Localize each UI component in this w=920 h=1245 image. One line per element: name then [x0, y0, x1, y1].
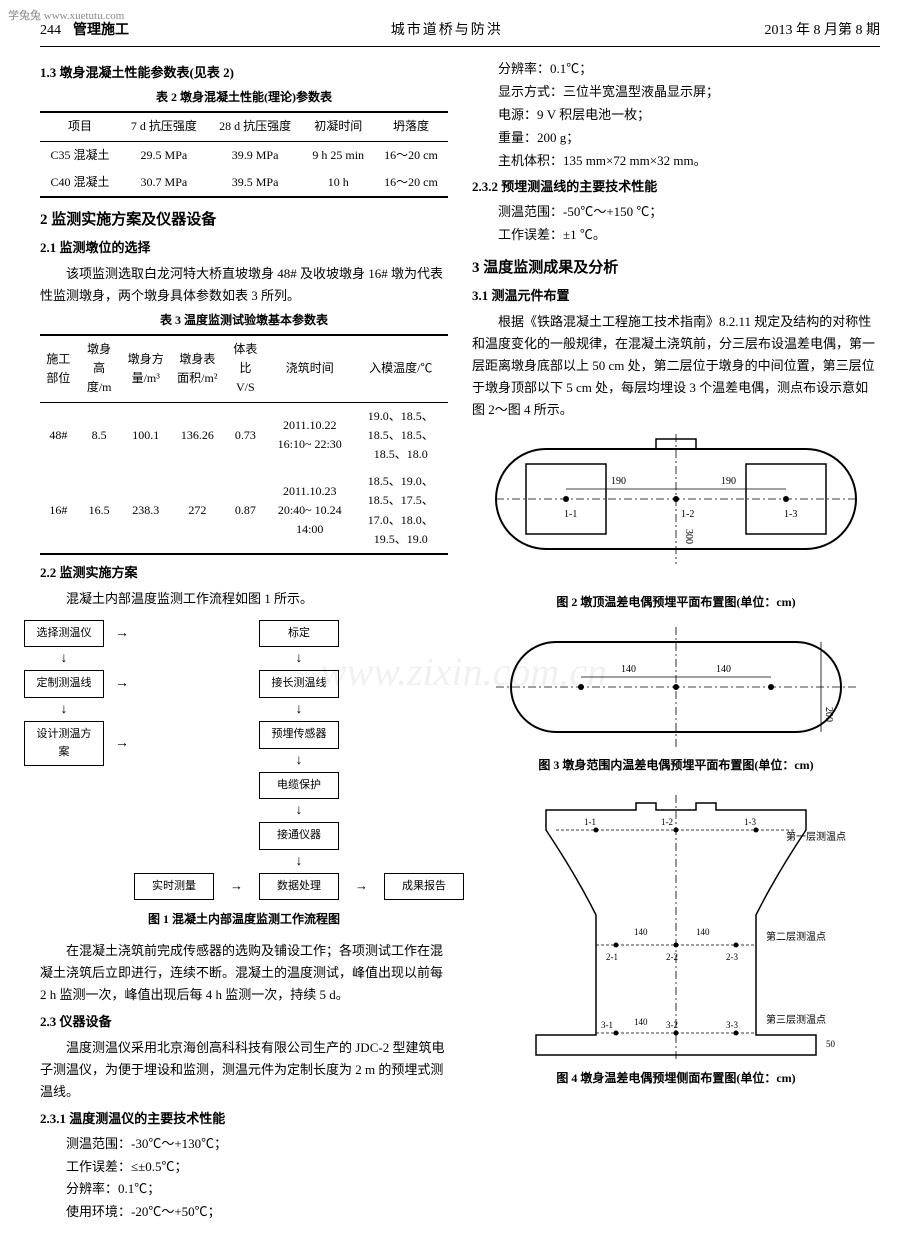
table2-h4: 坍落度: [374, 112, 448, 141]
flow-node: 电缆保护: [259, 772, 339, 800]
flow-node: 成果报告: [384, 873, 464, 901]
table3: 施工部位 墩身高度/m 墩身方量/m³ 墩身表面积/m² 体表比 V/S 浇筑时…: [40, 334, 448, 555]
journal-title: 城市道桥与防洪: [391, 20, 503, 42]
section-1-3-title: 1.3 墩身混凝土性能参数表(见表 2): [40, 63, 448, 84]
table-row: C35 混凝土 29.5 MPa 39.9 MPa 9 h 25 min 16～…: [40, 141, 448, 169]
spec-line: 显示方式：三位半宽温型液晶显示屏；: [472, 82, 880, 103]
figure-3-diagram: 140 140 200: [486, 622, 866, 752]
section-2-3-title: 2.3 仪器设备: [40, 1012, 448, 1033]
svg-text:3-2: 3-2: [666, 1020, 678, 1030]
section-2-title: 2 监测实施方案及仪器设备: [40, 208, 448, 232]
svg-text:140: 140: [634, 927, 648, 937]
flow-node: 接通仪器: [259, 822, 339, 850]
left-column: 1.3 墩身混凝土性能参数表(见表 2) 表 2 墩身混凝土性能(理论)参数表 …: [40, 57, 448, 1225]
table-row: C40 混凝土 30.7 MPa 39.5 MPa 10 h 16～20 cm: [40, 169, 448, 197]
paragraph: 混凝土内部温度监测工作流程如图 1 所示。: [40, 588, 448, 610]
table2-h2: 28 d 抗压强度: [208, 112, 303, 141]
svg-text:1-2: 1-2: [661, 817, 673, 827]
svg-text:1-2: 1-2: [681, 509, 694, 520]
table2-caption: 表 2 墩身混凝土性能(理论)参数表: [40, 88, 448, 107]
svg-text:190: 190: [721, 476, 736, 487]
spec-line: 主机体积：135 mm×72 mm×32 mm。: [472, 151, 880, 172]
top-watermark: 学兔兔 www.xuetutu.com: [8, 8, 124, 26]
svg-text:1-3: 1-3: [744, 817, 756, 827]
svg-text:190: 190: [611, 476, 626, 487]
svg-text:140: 140: [621, 664, 636, 675]
spec-line: 测温范围：-30℃～+130℃；: [40, 1134, 448, 1155]
fig3-caption: 图 3 墩身范围内温差电偶预埋平面布置图(单位：cm): [472, 756, 880, 775]
svg-text:200: 200: [823, 707, 834, 722]
section-2-2-title: 2.2 监测实施方案: [40, 563, 448, 584]
svg-text:300: 300: [683, 529, 694, 544]
right-column: 分辨率：0.1℃； 显示方式：三位半宽温型液晶显示屏； 电源：9 V 积层电池一…: [472, 57, 880, 1225]
flow-node: 定制测温线→: [24, 670, 104, 698]
table2-h3: 初凝时间: [302, 112, 374, 141]
svg-text:140: 140: [696, 927, 710, 937]
table2-h1: 7 d 抗压强度: [120, 112, 208, 141]
table-row: 48# 8.5 100.1 136.26 0.73 2011.10.22 16:…: [40, 402, 448, 468]
svg-text:2-3: 2-3: [726, 952, 738, 962]
svg-text:140: 140: [634, 1017, 648, 1027]
spec-line: 测温范围：-50℃～+150 ℃；: [472, 202, 880, 223]
paragraph: 在混凝土浇筑前完成传感器的选购及铺设工作；各项测试工作在混凝土浇筑后立即进行，连…: [40, 940, 448, 1006]
flowchart-fig1: 选择测温仪→ ↓ 定制测温线→ ↓ 设计测温方案→ 标定 ↓ 接长测温线 ↓ 预…: [40, 620, 448, 901]
svg-text:第二层测温点: 第二层测温点: [766, 930, 826, 943]
paragraph: 根据《铁路混凝土工程施工技术指南》8.2.11 规定及结构的对称性和温度变化的一…: [472, 311, 880, 421]
flow-node: 预埋传感器: [259, 721, 339, 749]
section-3-1-title: 3.1 测温元件布置: [472, 286, 880, 307]
table-row: 16# 16.5 238.3 272 0.87 2011.10.23 20:40…: [40, 468, 448, 554]
section-2-1-title: 2.1 监测墩位的选择: [40, 238, 448, 259]
svg-text:3-1: 3-1: [601, 1020, 613, 1030]
flow-node: 设计测温方案→: [24, 721, 104, 766]
svg-text:1-3: 1-3: [784, 509, 797, 520]
flow-node: 接长测温线: [259, 670, 339, 698]
flow-node: 选择测温仪→: [24, 620, 104, 648]
table2: 项目 7 d 抗压强度 28 d 抗压强度 初凝时间 坍落度 C35 混凝土 2…: [40, 111, 448, 198]
svg-text:第一层测温点: 第一层测温点: [786, 830, 846, 843]
fig2-caption: 图 2 墩顶温差电偶预埋平面布置图(单位：cm): [472, 593, 880, 612]
svg-text:3-3: 3-3: [726, 1020, 738, 1030]
paragraph: 该项监测选取白龙河特大桥直坡墩身 48# 及收坡墩身 16# 墩为代表性监测墩身…: [40, 263, 448, 307]
issue-info: 2013 年 8 月第 8 期: [765, 20, 881, 42]
section-2-3-1-title: 2.3.1 温度测温仪的主要技术性能: [40, 1109, 448, 1130]
flow-node: 数据处理: [259, 873, 339, 901]
flow-node: 实时测量: [134, 873, 214, 901]
spec-line: 使用环境：-20℃～+50℃；: [40, 1202, 448, 1223]
svg-text:140: 140: [716, 664, 731, 675]
svg-text:1-1: 1-1: [564, 509, 577, 520]
fig4-caption: 图 4 墩身温差电偶预埋侧面布置图(单位：cm): [472, 1069, 880, 1088]
section-2-3-2-title: 2.3.2 预埋测温线的主要技术性能: [472, 177, 880, 198]
flow-node: 标定: [259, 620, 339, 648]
figure-4-diagram: 1-1 1-2 1-3 第一层测温点 2-1 2-2 2-3 140 140 第…: [486, 785, 866, 1065]
figure-2-diagram: 1-1 1-2 1-3 190 190 300: [486, 429, 866, 589]
svg-text:50: 50: [826, 1039, 836, 1049]
spec-line: 分辨率：0.1℃；: [472, 59, 880, 80]
table2-h0: 项目: [40, 112, 120, 141]
page-header: 244 管理施工 城市道桥与防洪 2013 年 8 月第 8 期: [40, 20, 880, 47]
fig1-caption: 图 1 混凝土内部温度监测工作流程图: [40, 910, 448, 929]
svg-text:1-1: 1-1: [584, 817, 596, 827]
spec-line: 工作误差：≤±0.5℃；: [40, 1157, 448, 1178]
svg-text:2-1: 2-1: [606, 952, 618, 962]
spec-line: 工作误差：±1 ℃。: [472, 225, 880, 246]
svg-text:2-2: 2-2: [666, 952, 678, 962]
table3-caption: 表 3 温度监测试验墩基本参数表: [40, 311, 448, 330]
spec-line: 重量：200 g；: [472, 128, 880, 149]
spec-line: 电源：9 V 积层电池一枚；: [472, 105, 880, 126]
section-3-title: 3 温度监测成果及分析: [472, 256, 880, 280]
svg-text:第三层测温点: 第三层测温点: [766, 1013, 826, 1026]
spec-line: 分辨率：0.1℃；: [40, 1179, 448, 1200]
paragraph: 温度测温仪采用北京海创高科科技有限公司生产的 JDC-2 型建筑电子测温仪，为便…: [40, 1037, 448, 1103]
